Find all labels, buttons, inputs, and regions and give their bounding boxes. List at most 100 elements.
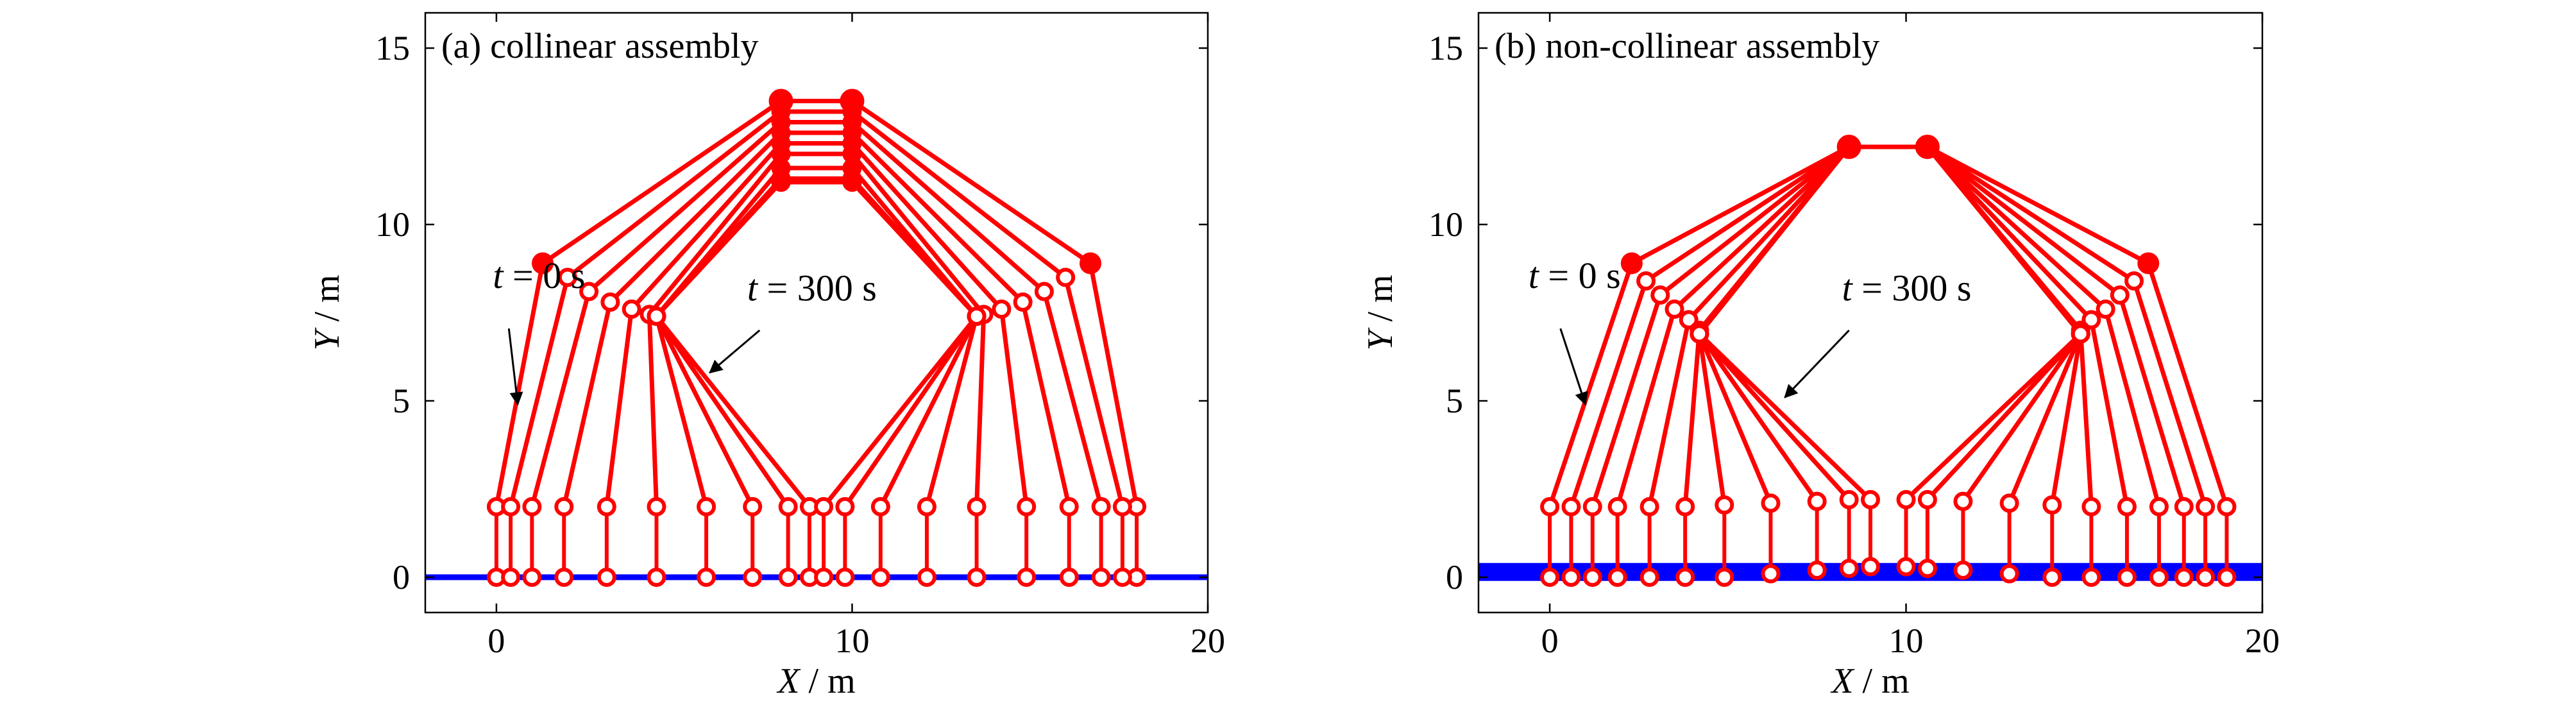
y-tick-label: 5 [393,382,410,420]
joint-node [2081,497,2101,516]
y-tick-label: 0 [393,558,410,596]
truss-frame [597,133,1037,587]
truss-member [2049,332,2083,507]
top-node [557,267,577,287]
truss-frame [522,112,1111,587]
base-node [2217,568,2237,587]
y-tick-label: 5 [1446,382,1463,420]
truss-member [1925,144,2123,298]
joint-node [1917,490,1937,509]
truss-member [565,109,784,280]
annotation-arrow [1559,328,1588,406]
base-node [597,568,616,587]
base-node [2149,568,2169,587]
truss-frame [1640,137,2137,587]
joint-node [697,497,716,516]
joint-node [1675,497,1695,516]
base-node [1112,568,1132,587]
joint-node [1761,493,1781,513]
joint-node [1807,491,1827,511]
truss-frame [554,123,1079,587]
top-node [532,252,554,275]
top-node [2110,285,2130,305]
truss-member [849,151,987,317]
base-node [1999,564,2019,584]
y-axis-label: Y / m [307,275,347,350]
annotation-arrow [507,328,523,406]
top-node [1650,285,1670,305]
truss-member [1925,144,2094,322]
truss-member [654,314,755,509]
axes-frame [1477,12,2264,614]
x-tick-label: 0 [1541,621,1559,660]
x-tick-label: 10 [835,621,869,660]
chart-panel-b: 0 10 20 0 5 10 15 X / m Y / m (b) non-collinear a… [1360,12,2280,701]
joint-node [1839,490,1859,509]
top-node [647,307,666,326]
truss-member [2007,332,2083,505]
joint-node [1091,497,1111,516]
truss-frame [1690,137,2090,577]
base-node [1091,568,1111,587]
panel-title: (b) non-collinear assembly [1495,26,1879,66]
truss-member [508,275,570,509]
x-axis-label: X / m [776,661,855,701]
base-node [1896,557,1916,577]
truss-member [842,314,979,509]
y-axis-label: Y / m [1360,275,1400,350]
truss-member [1697,332,1773,505]
top-node [1665,300,1684,319]
base-node [2042,568,2062,587]
joint-node [1607,497,1627,516]
x-axis-label: X / m [1830,661,1909,701]
y-tick-label: 15 [375,29,410,67]
truss-member [654,180,784,319]
truss-member [2103,307,2162,509]
joint-node [1896,490,1916,509]
top-node [1034,282,1054,301]
joint-node [522,497,542,516]
truss-member [1697,332,1873,502]
truss-member [604,307,634,509]
joint-node [2196,497,2216,516]
truss-member [1904,332,2083,502]
joint-node [870,497,890,516]
truss-member [924,314,979,509]
truss-member [1021,300,1072,509]
top-node [1013,292,1033,312]
truss-member [654,314,791,509]
truss-member [849,141,1004,312]
base-node [501,568,521,587]
truss-member [821,314,979,509]
joint-node [2217,497,2237,516]
joint-node [835,497,855,516]
base-node [647,568,666,587]
truss-member [999,307,1029,509]
y-tick-label: 10 [1428,205,1463,244]
truss-member [1925,144,2083,336]
truss-member [647,312,659,509]
base-node [1953,561,1973,580]
top-node [992,300,1012,319]
truss-frame [501,102,1132,587]
truss-member [529,289,591,509]
truss-frame [1540,135,2237,587]
truss-member [561,300,613,509]
truss-member [1697,332,1820,504]
joint-node [967,497,987,516]
truss-member [2089,317,2130,509]
base-node [967,568,987,587]
annotation-arrow [1784,329,1850,399]
x-tick-label: 20 [1191,621,1225,660]
top-node [1056,267,1076,287]
joint-node [647,497,666,516]
top-node [622,300,641,319]
truss-member [1657,144,1852,298]
apex-node [1839,137,1859,156]
top-node [2096,300,2115,319]
truss-member [878,314,979,509]
base-node [1059,568,1079,587]
truss-frame [1690,137,2090,579]
top-node [1620,252,1643,275]
